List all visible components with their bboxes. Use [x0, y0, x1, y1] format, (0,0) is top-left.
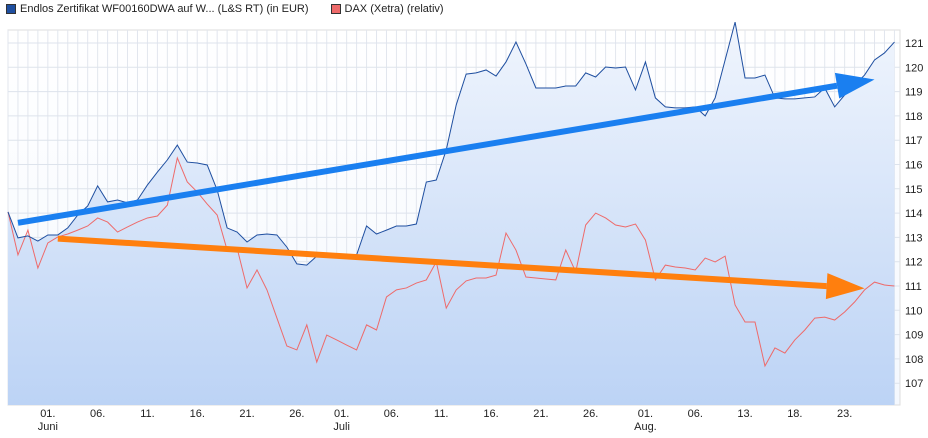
x-tick-label: 06.	[384, 408, 399, 420]
legend-label: Endlos Zertifikat WF00160DWA auf W... (L…	[20, 3, 309, 15]
y-tick-label: 118	[905, 111, 923, 123]
y-tick-label: 119	[905, 87, 923, 99]
x-tick-label: 21.	[239, 408, 254, 420]
y-tick-label: 107	[905, 378, 923, 390]
trend-arrow-shaft	[57, 235, 827, 290]
x-tick-label: 23.	[837, 408, 852, 420]
x-tick-label: 26.	[289, 408, 304, 420]
x-tick-month-label: Aug.	[634, 421, 657, 433]
x-tick-month-label: Juli	[333, 421, 350, 433]
y-tick-label: 113	[905, 232, 923, 244]
certificate-series-line	[7, 21, 895, 266]
y-tick-label: 121	[905, 38, 923, 50]
x-tick-label: 26.	[583, 408, 598, 420]
x-tick-label: 13.	[737, 408, 752, 420]
x-tick-label: 01.	[40, 408, 55, 420]
x-tick-label: 18.	[787, 408, 802, 420]
legend: Endlos Zertifikat WF00160DWA auf W... (L…	[6, 3, 444, 15]
legend-swatch	[6, 4, 16, 14]
y-tick-label: 110	[905, 305, 923, 317]
trend-arrow-head	[825, 273, 865, 300]
y-tick-label: 112	[905, 257, 923, 269]
dax-series-line	[7, 156, 895, 368]
x-tick-label: 21.	[533, 408, 548, 420]
y-tick-label: 116	[905, 160, 923, 172]
trend-arrow-shaft	[17, 82, 838, 226]
x-tick-month-label: Juni	[38, 421, 58, 433]
x-tick-label: 16.	[190, 408, 205, 420]
y-tick-label: 111	[905, 281, 922, 293]
trend-arrow-head	[834, 72, 875, 99]
x-tick-label: 06.	[688, 408, 703, 420]
y-tick-label: 109	[905, 330, 923, 342]
legend-item-dax[interactable]: DAX (Xetra) (relativ)	[330, 3, 444, 15]
x-tick-label: 16.	[483, 408, 498, 420]
certificate-area-fill	[8, 22, 895, 406]
y-tick-label: 114	[905, 208, 923, 220]
y-tick-label: 115	[905, 184, 923, 196]
y-tick-label: 108	[905, 354, 923, 366]
legend-swatch	[330, 4, 341, 14]
x-tick-label: 11.	[140, 408, 154, 420]
x-tick-label: 01.	[334, 408, 349, 420]
x-tick-label: 11.	[434, 408, 448, 420]
y-tick-label: 117	[905, 135, 923, 147]
legend-label: DAX (Xetra) (relativ)	[344, 3, 444, 15]
x-tick-label: 06.	[90, 408, 105, 420]
x-tick-label: 01.	[638, 408, 653, 420]
y-tick-label: 120	[905, 62, 923, 74]
legend-item-certificate[interactable]: Endlos Zertifikat WF00160DWA auf W... (L…	[6, 3, 309, 15]
